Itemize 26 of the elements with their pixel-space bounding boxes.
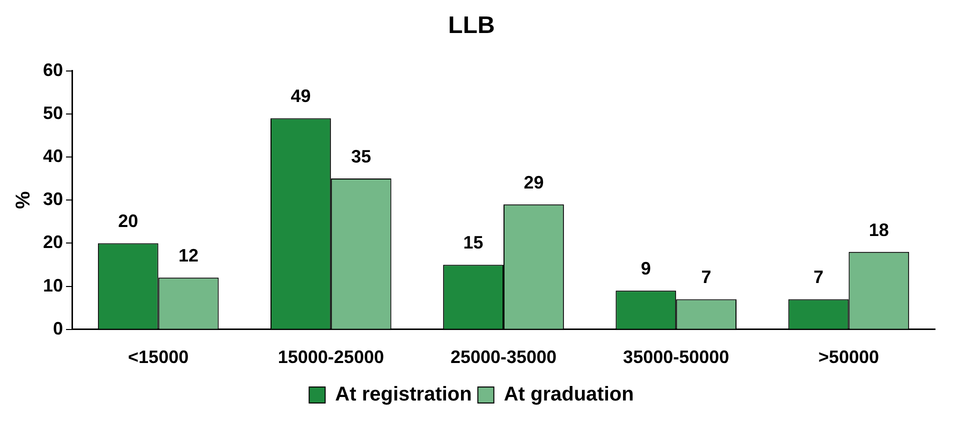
- x-tick-label: >50000: [818, 347, 879, 368]
- x-tick-label: <15000: [128, 347, 189, 368]
- y-tick-label: 20: [42, 232, 64, 252]
- x-tick-label: 35000-50000: [623, 347, 730, 368]
- data-label: 7: [813, 267, 824, 288]
- x-tick-label: 15000-25000: [278, 347, 384, 368]
- data-label: 12: [178, 246, 199, 266]
- data-label: 35: [351, 146, 372, 167]
- chart-title: LLB: [448, 12, 495, 40]
- y-tick-label: 40: [42, 146, 64, 166]
- y-tick-label: 30: [42, 189, 64, 210]
- y-tick-label: 50: [42, 102, 64, 123]
- x-tick-label: 25000-35000: [450, 347, 557, 368]
- data-label: 49: [290, 86, 311, 106]
- data-label: 20: [118, 211, 138, 232]
- data-label: 9: [640, 258, 651, 279]
- data-label: 29: [524, 172, 544, 192]
- y-tick-label: 0: [53, 318, 64, 338]
- data-label: 15: [463, 232, 484, 253]
- y-tick-label: 60: [42, 60, 64, 80]
- legend-label: At graduation: [504, 384, 634, 406]
- data-label: 18: [868, 220, 889, 240]
- data-label: 7: [701, 267, 712, 288]
- legend-label: At registration: [335, 384, 472, 406]
- y-tick-label: 10: [42, 275, 64, 296]
- y-axis-title: %: [12, 191, 35, 209]
